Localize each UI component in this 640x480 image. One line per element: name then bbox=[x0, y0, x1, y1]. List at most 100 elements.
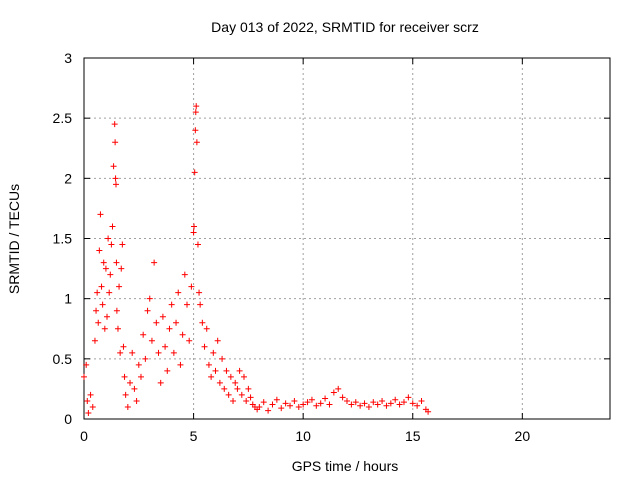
data-point bbox=[108, 241, 115, 248]
data-point bbox=[106, 289, 113, 296]
data-point bbox=[112, 139, 119, 146]
data-point bbox=[396, 401, 403, 408]
data-point bbox=[107, 271, 114, 278]
data-point bbox=[93, 307, 100, 314]
data-point bbox=[102, 265, 109, 272]
y-axis-label: SRMTID / TECUs bbox=[6, 184, 22, 294]
data-point bbox=[300, 401, 307, 408]
data-point bbox=[265, 407, 272, 414]
data-point bbox=[308, 396, 315, 403]
data-point bbox=[282, 400, 289, 407]
data-point bbox=[153, 319, 160, 326]
data-point bbox=[117, 349, 124, 356]
y-tick-label: 0 bbox=[64, 411, 72, 427]
data-point bbox=[418, 397, 425, 404]
data-point bbox=[203, 325, 210, 332]
data-point bbox=[223, 367, 230, 374]
x-tick-label: 5 bbox=[190, 428, 198, 444]
data-point bbox=[114, 325, 121, 332]
data-point bbox=[392, 396, 399, 403]
data-point bbox=[131, 385, 138, 392]
data-point bbox=[269, 401, 276, 408]
data-point bbox=[85, 409, 92, 416]
data-point bbox=[374, 401, 381, 408]
data-point bbox=[83, 361, 90, 368]
data-point bbox=[295, 403, 302, 410]
y-tick-label: 1 bbox=[64, 291, 72, 307]
data-point bbox=[370, 399, 377, 406]
data-point bbox=[81, 373, 87, 380]
y-tick-label: 1.5 bbox=[53, 231, 73, 247]
data-point bbox=[89, 403, 96, 410]
data-point bbox=[95, 319, 102, 326]
axis-ticks: 0 5 10 15 20 0 0.5 1 1.5 2 2.5 3 bbox=[53, 50, 610, 444]
data-point bbox=[109, 223, 116, 230]
data-point bbox=[192, 109, 199, 116]
data-point bbox=[317, 400, 324, 407]
data-points bbox=[81, 103, 432, 416]
y-tick-label: 2 bbox=[64, 170, 72, 186]
data-point bbox=[192, 127, 199, 134]
data-point bbox=[405, 394, 412, 401]
data-point bbox=[256, 403, 263, 410]
data-point bbox=[157, 379, 164, 386]
data-point bbox=[151, 259, 158, 266]
x-tick-label: 0 bbox=[80, 428, 88, 444]
data-point bbox=[225, 391, 232, 398]
data-point bbox=[110, 163, 117, 170]
data-point bbox=[184, 301, 191, 308]
data-point bbox=[146, 295, 153, 302]
data-point bbox=[166, 325, 173, 332]
data-point bbox=[238, 391, 245, 398]
data-point bbox=[379, 397, 386, 404]
data-point bbox=[94, 289, 101, 296]
data-point bbox=[357, 402, 364, 409]
data-point bbox=[135, 361, 142, 368]
data-point bbox=[186, 337, 193, 344]
data-point bbox=[118, 265, 125, 272]
data-point bbox=[87, 391, 94, 398]
data-point bbox=[173, 319, 180, 326]
data-point bbox=[383, 402, 390, 409]
data-point bbox=[112, 181, 119, 188]
data-point bbox=[104, 313, 111, 320]
data-point bbox=[291, 397, 298, 404]
data-point bbox=[240, 373, 247, 380]
data-point bbox=[400, 399, 407, 406]
y-tick-label: 0.5 bbox=[53, 351, 73, 367]
data-point bbox=[100, 259, 107, 266]
data-point bbox=[101, 325, 108, 332]
data-point bbox=[273, 396, 280, 403]
data-point bbox=[348, 401, 355, 408]
data-point bbox=[196, 289, 203, 296]
data-point bbox=[201, 343, 208, 350]
data-point bbox=[191, 223, 198, 230]
data-point bbox=[105, 235, 112, 242]
data-point bbox=[164, 367, 171, 374]
data-point bbox=[175, 289, 182, 296]
data-point bbox=[210, 349, 217, 356]
data-point bbox=[193, 139, 200, 146]
data-point bbox=[177, 361, 184, 368]
data-point bbox=[140, 331, 147, 338]
data-point bbox=[120, 343, 127, 350]
chart-title: Day 013 of 2022, SRMTID for receiver scr… bbox=[211, 19, 479, 35]
data-point bbox=[119, 241, 126, 248]
x-tick-label: 10 bbox=[295, 428, 311, 444]
data-point bbox=[98, 283, 105, 290]
y-tick-label: 2.5 bbox=[53, 110, 73, 126]
data-point bbox=[304, 399, 311, 406]
data-point bbox=[99, 301, 106, 308]
data-point bbox=[91, 337, 98, 344]
data-point bbox=[245, 385, 252, 392]
data-point bbox=[247, 394, 254, 401]
data-point bbox=[344, 397, 350, 404]
x-tick-label: 15 bbox=[405, 428, 421, 444]
data-point bbox=[142, 355, 149, 362]
data-point bbox=[112, 175, 119, 182]
grid bbox=[84, 58, 610, 419]
data-point bbox=[232, 379, 239, 386]
data-point bbox=[162, 343, 169, 350]
data-point bbox=[121, 373, 128, 380]
